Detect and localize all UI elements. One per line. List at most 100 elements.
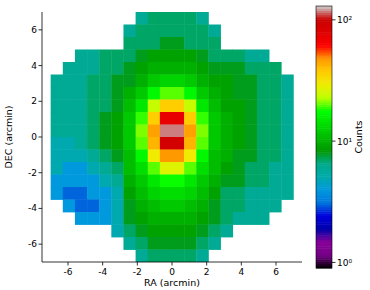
cell xyxy=(160,237,173,250)
x-tick-label: -2 xyxy=(133,267,142,277)
cell xyxy=(172,175,185,188)
cell xyxy=(208,237,221,250)
cell xyxy=(63,87,76,100)
cell xyxy=(269,87,282,100)
cell xyxy=(160,187,173,200)
cell xyxy=(245,87,258,100)
cell xyxy=(245,212,258,225)
cell xyxy=(184,62,197,75)
cell xyxy=(123,25,136,38)
cell xyxy=(63,162,76,175)
cell xyxy=(87,112,100,125)
cell xyxy=(160,162,173,175)
cell xyxy=(148,250,161,263)
cell xyxy=(99,125,112,138)
cell xyxy=(233,75,246,88)
cell xyxy=(148,37,161,50)
cell xyxy=(257,125,270,138)
cell xyxy=(136,112,149,125)
cell xyxy=(221,100,234,113)
cell xyxy=(196,175,209,188)
cell xyxy=(208,62,221,75)
y-tick xyxy=(39,101,43,102)
cell xyxy=(196,187,209,200)
cell xyxy=(63,125,76,138)
cell xyxy=(269,162,282,175)
colorbar-tick xyxy=(332,262,336,263)
cell xyxy=(111,187,124,200)
cell xyxy=(172,25,185,38)
cell xyxy=(99,50,112,63)
cell xyxy=(281,150,294,163)
cell xyxy=(111,100,124,113)
cell xyxy=(245,175,258,188)
cell xyxy=(221,175,234,188)
cell xyxy=(160,75,173,88)
cell xyxy=(269,75,282,88)
cell xyxy=(51,112,64,125)
cell xyxy=(111,150,124,163)
cell xyxy=(172,225,185,238)
cell xyxy=(123,212,136,225)
cell xyxy=(269,200,282,213)
cell xyxy=(160,37,173,50)
cell xyxy=(75,87,88,100)
cell xyxy=(87,137,100,150)
cell xyxy=(87,175,100,188)
x-tick xyxy=(172,262,173,266)
cell xyxy=(160,112,173,125)
cell xyxy=(196,112,209,125)
cell xyxy=(208,212,221,225)
cell xyxy=(87,100,100,113)
cell xyxy=(123,150,136,163)
cell xyxy=(51,187,64,200)
cell xyxy=(269,100,282,113)
cell xyxy=(111,200,124,213)
cell xyxy=(281,125,294,138)
cell xyxy=(160,150,173,163)
cell xyxy=(172,62,185,75)
cell xyxy=(221,225,234,238)
cell xyxy=(221,75,234,88)
cell xyxy=(208,225,221,238)
cell xyxy=(233,187,246,200)
y-axis-label: DEC (arcmin) xyxy=(3,105,14,168)
cell xyxy=(111,75,124,88)
colorbar-tick-label: 10⁰ xyxy=(337,258,352,268)
cell xyxy=(160,125,173,138)
cell xyxy=(160,50,173,63)
cell xyxy=(63,100,76,113)
x-tick-label: -6 xyxy=(64,267,73,277)
cell xyxy=(196,200,209,213)
cell xyxy=(257,162,270,175)
cell xyxy=(111,212,124,225)
cell xyxy=(111,225,124,238)
cell xyxy=(148,100,161,113)
cell xyxy=(281,112,294,125)
cell xyxy=(136,162,149,175)
cell xyxy=(99,187,112,200)
cell xyxy=(184,175,197,188)
cell xyxy=(281,75,294,88)
cell xyxy=(196,150,209,163)
cell xyxy=(281,137,294,150)
cell xyxy=(208,200,221,213)
cell xyxy=(221,187,234,200)
cell xyxy=(257,200,270,213)
y-tick xyxy=(39,65,43,66)
y-tick-label: 0 xyxy=(31,132,37,142)
cell xyxy=(75,125,88,138)
cell xyxy=(233,212,246,225)
cell xyxy=(208,112,221,125)
cell xyxy=(75,62,88,75)
cell xyxy=(136,25,149,38)
cell xyxy=(136,175,149,188)
cell xyxy=(221,212,234,225)
cell xyxy=(123,162,136,175)
cell xyxy=(184,137,197,150)
cell xyxy=(160,200,173,213)
x-tick-label: 2 xyxy=(204,267,210,277)
cell xyxy=(75,150,88,163)
cell xyxy=(87,62,100,75)
colorbar-frame xyxy=(316,6,332,268)
